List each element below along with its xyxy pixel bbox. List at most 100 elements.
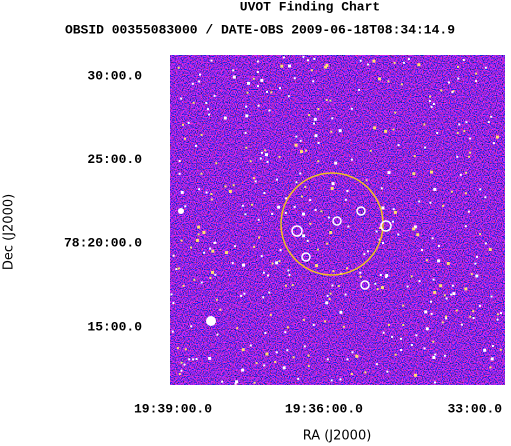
star (496, 313, 499, 316)
star (208, 356, 212, 360)
star (182, 123, 184, 126)
star (351, 351, 354, 354)
star (465, 171, 468, 174)
star (278, 260, 281, 263)
star (191, 82, 194, 85)
star (432, 356, 436, 359)
star (197, 233, 200, 236)
star (423, 347, 426, 350)
star (359, 275, 362, 278)
star (299, 172, 302, 175)
star (213, 94, 216, 97)
star (468, 155, 471, 158)
star (496, 318, 499, 321)
star (387, 80, 390, 83)
star (214, 273, 217, 276)
star (172, 302, 175, 304)
star (236, 327, 239, 330)
star (324, 320, 327, 323)
star (225, 251, 228, 255)
star (393, 61, 396, 64)
star (198, 80, 201, 83)
x-tick-label: 19:39:00.0 (134, 401, 212, 416)
star (293, 77, 296, 80)
y-tick-label: 25:00.0 (87, 152, 142, 167)
star (241, 368, 245, 372)
star (330, 130, 333, 133)
star (314, 134, 318, 138)
star (300, 150, 303, 154)
star (325, 301, 329, 305)
star (425, 327, 429, 331)
star (241, 348, 245, 352)
star (331, 284, 334, 287)
star (350, 107, 353, 110)
star (329, 231, 333, 234)
star (484, 66, 487, 69)
star (282, 56, 285, 59)
star (307, 354, 310, 357)
star (249, 160, 252, 163)
star (255, 362, 258, 365)
star (430, 170, 433, 174)
star (279, 249, 282, 252)
star (387, 323, 390, 326)
star (317, 108, 320, 110)
star (309, 199, 312, 202)
star (245, 105, 248, 108)
star (216, 333, 219, 336)
bright-star (206, 316, 216, 326)
star (451, 284, 454, 287)
star (313, 117, 317, 121)
star (329, 99, 332, 102)
star (369, 149, 372, 152)
star (180, 361, 183, 364)
star (265, 153, 268, 157)
star (385, 276, 388, 278)
star (315, 264, 319, 268)
star (251, 203, 253, 206)
star (253, 381, 256, 384)
star (295, 181, 298, 184)
star (178, 172, 181, 175)
star (309, 222, 312, 225)
star (432, 278, 435, 281)
star (464, 225, 467, 228)
star (459, 173, 462, 176)
x-tick-label: 33:00.0 (448, 401, 503, 416)
star (293, 205, 296, 208)
star (372, 59, 376, 63)
star (355, 354, 358, 357)
star (433, 187, 437, 191)
star (209, 247, 212, 250)
star (207, 108, 209, 111)
star (430, 312, 433, 315)
star (339, 310, 343, 314)
star (367, 63, 370, 66)
star (462, 59, 465, 61)
star (242, 263, 245, 267)
star (429, 95, 431, 98)
star (224, 185, 227, 188)
star (244, 131, 247, 134)
star (187, 121, 190, 124)
star (339, 378, 342, 381)
star (332, 270, 335, 273)
star (260, 151, 263, 154)
star (394, 111, 397, 114)
star (429, 201, 432, 204)
star (415, 334, 418, 337)
star (325, 63, 329, 67)
star (266, 160, 269, 163)
star (252, 77, 255, 80)
star (190, 246, 192, 249)
star (210, 198, 213, 201)
star (391, 335, 394, 338)
star (359, 271, 362, 274)
star (271, 262, 274, 265)
star (431, 237, 434, 240)
star (256, 71, 259, 73)
star (483, 348, 487, 352)
star (464, 287, 468, 291)
star (235, 380, 239, 384)
